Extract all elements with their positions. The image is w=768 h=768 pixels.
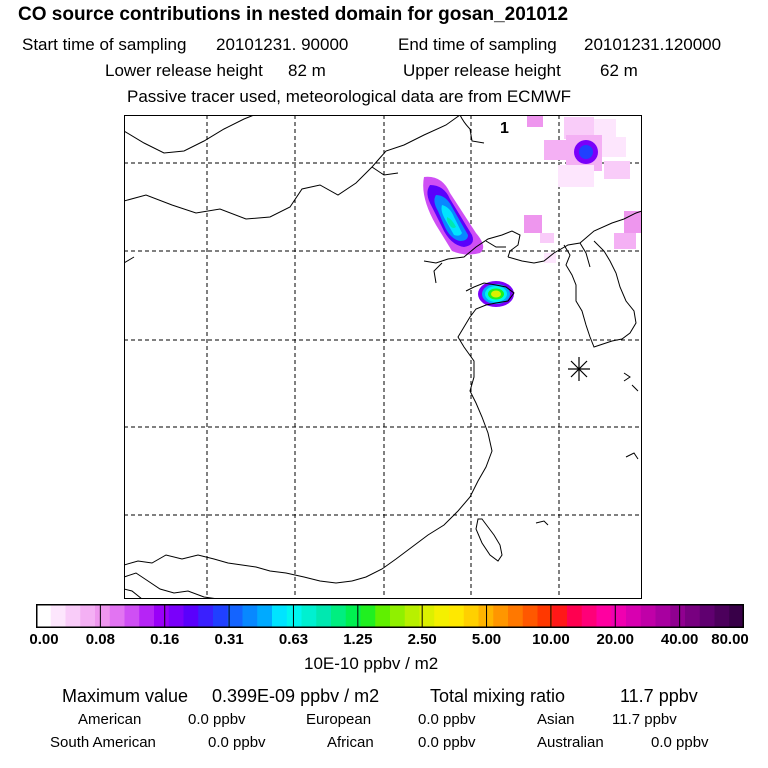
total-mixing-label: Total mixing ratio — [430, 686, 566, 706]
colorbar-cell — [65, 604, 81, 628]
end-sampling-value: 20101231.120000 — [584, 35, 722, 54]
colorbar-unit: 10E-10 ppbv / m2 — [304, 654, 439, 673]
colorbar-cell — [581, 604, 597, 628]
colorbar-cell — [685, 604, 701, 628]
colorbar-cell — [699, 604, 715, 628]
max-value: 0.399E-09 ppbv / m2 — [212, 686, 380, 706]
total-mixing-value: 11.7 ppbv — [620, 686, 698, 706]
colorbar-cell — [463, 604, 479, 628]
colorbar-cell — [626, 604, 642, 628]
map-panel: 1 — [124, 115, 642, 599]
african-label: African — [327, 734, 374, 751]
colorbar-tick-label: 2.50 — [407, 631, 437, 648]
colorbar-cell — [198, 604, 214, 628]
colorbar-tick-label: 0.31 — [214, 631, 244, 648]
colorbar-cell — [522, 604, 538, 628]
colorbar-tick-label: 0.16 — [150, 631, 180, 648]
colorbar-tick-label: 10.00 — [532, 631, 570, 648]
plume-main — [423, 176, 484, 255]
lower-release-value: 82 m — [288, 61, 326, 80]
colorbar-tick-label: 20.00 — [596, 631, 635, 648]
colorbar-cell — [242, 604, 258, 628]
receptor-asterisk-marker — [568, 357, 590, 381]
colorbar-cell — [714, 604, 730, 628]
plot-title: CO source contributions in nested domain… — [18, 4, 569, 25]
colorbar-cell — [95, 604, 111, 628]
american-label: American — [78, 711, 142, 728]
south-american-value: 0.0 ppbv — [208, 734, 266, 751]
colorbar-tick-label: 5.00 — [471, 631, 502, 648]
colorbar-tick-label: 0.63 — [278, 631, 309, 648]
colorbar-cell — [567, 604, 583, 628]
upper-release-value: 62 m — [600, 61, 638, 80]
colorbar-cell — [80, 604, 96, 628]
australian-value: 0.0 ppbv — [651, 734, 709, 751]
colorbar-cell — [50, 604, 66, 628]
map-gridlines — [124, 115, 642, 599]
colorbar-cell — [360, 604, 376, 628]
colorbar-cell — [286, 604, 302, 628]
colorbar-cell — [109, 604, 125, 628]
colorbar-cell — [227, 604, 243, 628]
south-american-label: South American — [50, 734, 156, 751]
start-sampling-label: Start time of sampling — [22, 35, 187, 54]
end-sampling-label: End time of sampling — [398, 35, 557, 54]
colorbar-cell — [36, 604, 52, 628]
colorbar — [36, 604, 744, 628]
colorbar-tick-label: 0.00 — [29, 631, 59, 648]
max-value-label: Maximum value — [62, 686, 189, 706]
colorbar-cell — [478, 604, 494, 628]
colorbar-cell — [154, 604, 170, 628]
colorbar-cell — [257, 604, 273, 628]
colorbar-cell — [139, 604, 155, 628]
european-label: European — [306, 711, 372, 728]
asian-label: Asian — [537, 711, 575, 728]
colorbar-cell — [272, 604, 288, 628]
colorbar-cell — [552, 604, 568, 628]
colorbar-cell — [729, 604, 744, 628]
colorbar-cell — [404, 604, 420, 628]
australian-label: Australian — [537, 734, 604, 751]
european-value: 0.0 ppbv — [418, 711, 476, 728]
lower-release-label: Lower release height — [105, 61, 263, 80]
colorbar-cell — [670, 604, 686, 628]
map-frame — [124, 115, 642, 599]
colorbar-tick-label: 80.00 — [711, 631, 749, 648]
colorbar-cell — [331, 604, 347, 628]
colorbar-tick-label: 40.00 — [660, 631, 699, 648]
colorbar-cell — [640, 604, 656, 628]
start-sampling-value: 20101231. 90000 — [216, 35, 349, 54]
panel-number: 1 — [500, 120, 509, 137]
colorbar-cell — [655, 604, 671, 628]
african-value: 0.0 ppbv — [418, 734, 476, 751]
colorbar-cell — [124, 604, 140, 628]
colorbar-cell — [611, 604, 627, 628]
colorbar-cell — [449, 604, 465, 628]
colorbar-cell — [316, 604, 332, 628]
plume-hotspot — [478, 281, 514, 307]
colorbar-tick-label: 0.08 — [85, 631, 115, 648]
colorbar-cell — [493, 604, 509, 628]
american-value: 0.0 ppbv — [188, 711, 246, 728]
upper-release-label: Upper release height — [403, 61, 561, 80]
colorbar-cell — [596, 604, 612, 628]
colorbar-cell — [345, 604, 361, 628]
colorbar-cell — [508, 604, 524, 628]
coastlines — [124, 115, 642, 599]
colorbar-cell — [213, 604, 229, 628]
plume-northeast — [524, 115, 642, 263]
colorbar-cell — [375, 604, 391, 628]
colorbar-cell — [419, 604, 435, 628]
colorbar-cell — [390, 604, 406, 628]
colorbar-tick-label: 1.25 — [343, 631, 373, 648]
asian-value: 11.7 ppbv — [612, 711, 677, 728]
colorbar-cell — [168, 604, 184, 628]
tracer-note: Passive tracer used, meteorological data… — [127, 87, 572, 106]
colorbar-cell — [183, 604, 199, 628]
colorbar-cell — [537, 604, 553, 628]
colorbar-cell — [434, 604, 450, 628]
colorbar-cell — [301, 604, 317, 628]
